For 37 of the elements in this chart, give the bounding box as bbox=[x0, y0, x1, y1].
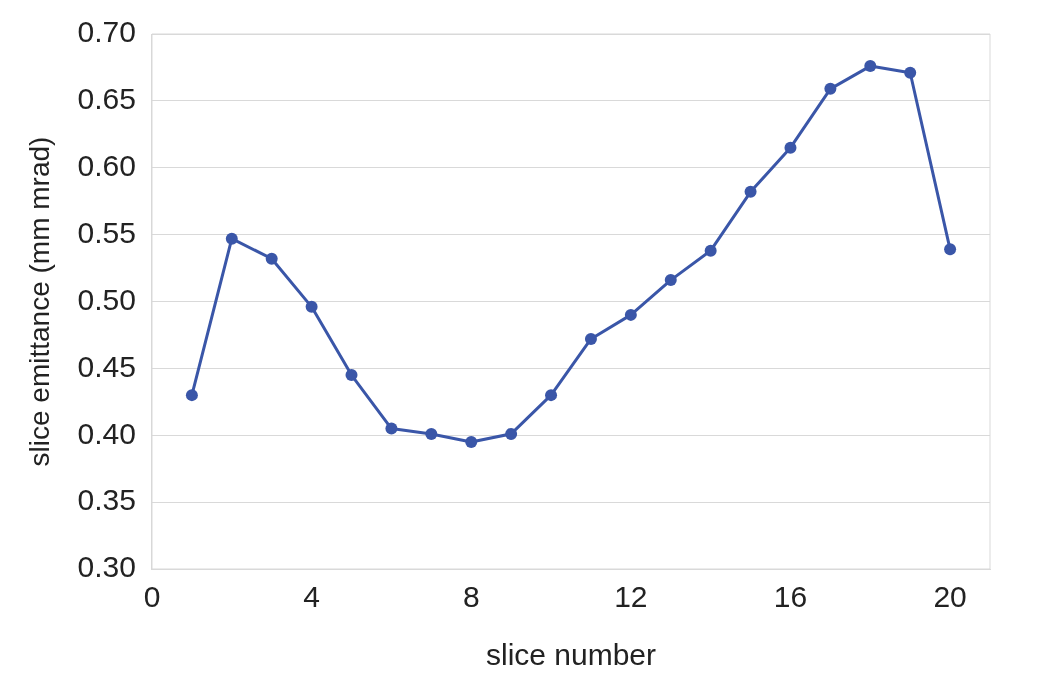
point bbox=[505, 427, 518, 440]
y-tick-label: 0.55 bbox=[77, 215, 136, 249]
point bbox=[185, 389, 198, 402]
y-tick-label: 0.40 bbox=[77, 416, 136, 450]
point bbox=[545, 389, 558, 402]
y-tick-label: 0.45 bbox=[77, 349, 136, 383]
point bbox=[784, 141, 797, 154]
y-axis-title: slice emittance (mm mrad) bbox=[23, 136, 55, 467]
y-tick-label: 0.65 bbox=[77, 82, 136, 116]
y-tick-label: 0.35 bbox=[77, 483, 136, 517]
point bbox=[465, 435, 478, 448]
point bbox=[744, 185, 757, 198]
y-tick-label: 0.30 bbox=[77, 550, 136, 584]
x-tick-label: 20 bbox=[933, 580, 967, 614]
x-tick-label: 16 bbox=[773, 580, 808, 614]
point bbox=[305, 300, 318, 313]
point bbox=[904, 66, 917, 79]
y-tick-label: 0.70 bbox=[77, 15, 136, 49]
point bbox=[944, 243, 957, 256]
point bbox=[584, 332, 597, 345]
point bbox=[824, 82, 837, 95]
point bbox=[624, 308, 637, 321]
point bbox=[385, 422, 398, 435]
point bbox=[704, 244, 717, 257]
x-tick-label: 8 bbox=[462, 580, 480, 614]
x-tick-label: 12 bbox=[614, 580, 648, 614]
x-tick-label: 4 bbox=[303, 580, 320, 614]
point bbox=[345, 369, 358, 382]
point bbox=[225, 232, 238, 245]
y-tick-label: 0.50 bbox=[77, 282, 136, 316]
x-axis-title: slice number bbox=[485, 638, 657, 672]
point bbox=[425, 427, 438, 440]
point bbox=[664, 274, 677, 287]
point bbox=[265, 252, 278, 265]
y-tick-label: 0.60 bbox=[77, 149, 136, 183]
x-tick-label: 0 bbox=[143, 580, 161, 614]
point bbox=[864, 60, 877, 73]
